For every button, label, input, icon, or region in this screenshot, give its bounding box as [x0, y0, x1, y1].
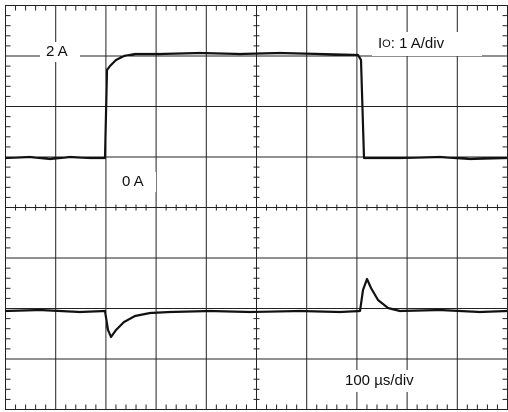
current-scale-label: IO: 1 A/div	[378, 35, 445, 52]
label-bg	[372, 32, 482, 56]
subscript: O	[382, 38, 391, 50]
label-bg	[40, 42, 80, 62]
label-bg	[118, 172, 156, 192]
low-level-label: 0 A	[122, 173, 144, 190]
voltage-trace	[4, 277, 508, 339]
label-bg	[340, 370, 440, 392]
time-scale-label: 100 µs/div	[345, 372, 414, 389]
high-level-label: 2 A	[46, 43, 68, 60]
symbol: I	[378, 35, 382, 52]
grid	[5, 5, 508, 410]
current-trace	[4, 51, 508, 161]
scale: : 1 A/div	[391, 35, 445, 52]
